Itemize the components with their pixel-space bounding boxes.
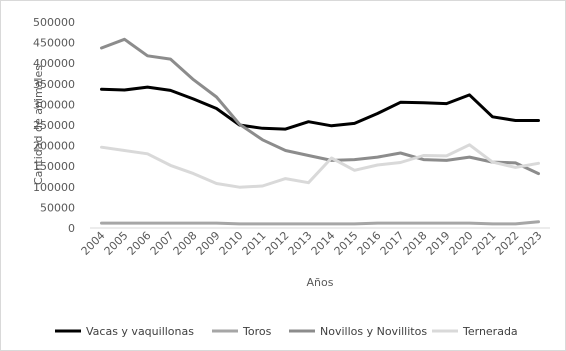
y-tick-label: 100000 bbox=[33, 181, 75, 194]
y-tick-label: 150000 bbox=[33, 160, 75, 173]
y-axis-title: Cantidad de animales bbox=[32, 65, 45, 185]
legend-label: Toros bbox=[242, 325, 272, 338]
series-line-2 bbox=[100, 220, 540, 226]
legend: Vacas y vaquillonas Toros Novillos y Novil… bbox=[55, 325, 518, 338]
legend-label: Novillos y Novillitos bbox=[320, 325, 427, 338]
y-tick-label: 200000 bbox=[33, 140, 75, 153]
legend-label: Ternerada bbox=[462, 325, 518, 338]
legend-label: Vacas y vaquillonas bbox=[86, 325, 194, 338]
y-tick-label: 0 bbox=[68, 222, 75, 235]
y-tick-label: 50000 bbox=[40, 201, 75, 214]
y-tick-label: 250000 bbox=[33, 119, 75, 132]
y-tick-label: 450000 bbox=[33, 37, 75, 50]
y-tick-label: 350000 bbox=[33, 78, 75, 91]
y-axis-ticks: 0 50000 100000 150000 200000 250000 300000 3500… bbox=[33, 16, 75, 235]
series-line-3 bbox=[100, 37, 540, 176]
x-axis-title: Años bbox=[307, 276, 334, 289]
y-tick-label: 500000 bbox=[33, 16, 75, 29]
series-lines bbox=[100, 37, 540, 226]
y-tick-label: 300000 bbox=[33, 98, 75, 111]
y-tick-label: 400000 bbox=[33, 57, 75, 70]
series-line-1 bbox=[100, 85, 540, 131]
series-line-4 bbox=[100, 143, 540, 189]
